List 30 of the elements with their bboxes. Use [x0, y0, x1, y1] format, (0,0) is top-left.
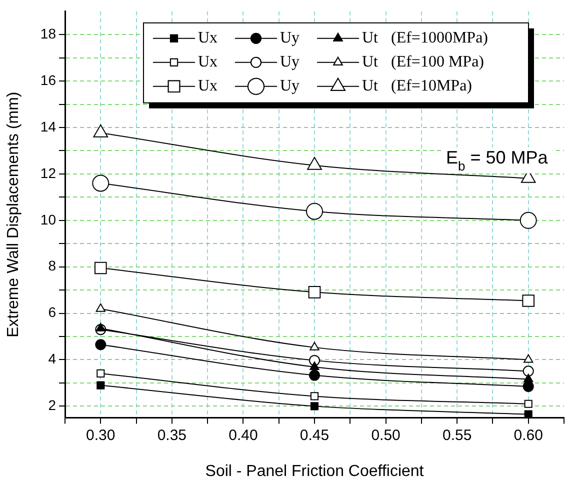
y-tick-label: 18 — [40, 25, 56, 42]
x-tick-label: 0.50 — [371, 426, 400, 444]
legend-label: Ut — [362, 54, 379, 71]
annotation: (Ef=1000MPa) — [391, 30, 488, 47]
x-tick-label: 0.55 — [442, 426, 472, 444]
x-tick-label: 0.35 — [157, 426, 187, 444]
legend-label: Uy — [280, 78, 300, 95]
legend-label: Ut — [362, 78, 379, 95]
x-axis-title: Soil - Panel Friction Coefficient — [205, 462, 424, 480]
y-tick-label: 14 — [40, 118, 56, 134]
legend-label: Ux — [198, 30, 218, 47]
y-tick-label: 8 — [48, 258, 56, 274]
y-tick-label: 16 — [40, 72, 56, 88]
legend-label: Ux — [198, 54, 218, 71]
legend-label: Uy — [280, 30, 300, 47]
y-tick-label: 6 — [48, 304, 56, 320]
y-axis-title: Extreme Wall Displacements (mm) — [5, 92, 22, 338]
x-tick-label: 0.40 — [228, 426, 258, 444]
y-tick-label: 4 — [48, 350, 56, 367]
x-tick-label: 0.60 — [514, 426, 543, 444]
x-tick-label: 0.30 — [86, 426, 116, 444]
legend-label: Ut — [362, 30, 379, 47]
annotation: (Ef=10MPa) — [391, 78, 472, 95]
y-tick-label: 2 — [48, 397, 56, 414]
annotation: (Ef=100 MPa) — [391, 54, 484, 71]
legend-label: Uy — [280, 54, 300, 71]
x-tick-label: 0.45 — [300, 426, 330, 444]
legend-label: Ux — [198, 78, 218, 95]
y-tick-label: 12 — [40, 164, 56, 181]
y-tick-label: 10 — [40, 211, 56, 228]
